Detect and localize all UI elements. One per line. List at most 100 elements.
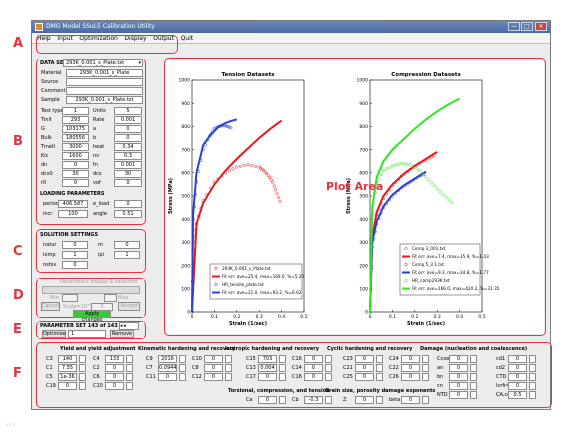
ds-value-field-2[interactable]: 5 bbox=[114, 107, 142, 115]
param-field[interactable]: 0 bbox=[204, 373, 223, 381]
param-field[interactable]: 0 bbox=[158, 373, 177, 381]
param-checkbox[interactable] bbox=[126, 373, 133, 381]
menu-quit[interactable]: Quit bbox=[180, 35, 194, 42]
ds-value-field[interactable]: 0 bbox=[62, 179, 89, 187]
ds-value-field[interactable]: 1600 bbox=[62, 152, 89, 160]
param-checkbox[interactable] bbox=[325, 373, 332, 381]
paramset-right-icon[interactable]: ▸ bbox=[124, 323, 127, 329]
apply-changes-button[interactable]: Apply changes bbox=[73, 310, 111, 323]
period-field[interactable]: 406.587 bbox=[58, 200, 88, 208]
param-checkbox[interactable] bbox=[126, 364, 133, 372]
param-checkbox[interactable] bbox=[422, 355, 429, 363]
param-field[interactable]: 0 bbox=[401, 364, 420, 372]
sample-field[interactable]: 293K_0.001_s_Plate.txt bbox=[66, 96, 143, 104]
param-field[interactable]: 0 bbox=[355, 396, 374, 404]
param-field[interactable]: 0 bbox=[304, 364, 323, 372]
ds-value-field-2[interactable]: 0.001 bbox=[114, 161, 142, 169]
param-field[interactable]: 0 bbox=[355, 364, 374, 372]
param-field[interactable]: 0 bbox=[355, 373, 374, 381]
menu-input[interactable]: Input bbox=[57, 35, 73, 42]
param-checkbox[interactable] bbox=[422, 364, 429, 372]
param-field[interactable]: 0 bbox=[449, 373, 468, 381]
natur-field[interactable]: 0 bbox=[62, 241, 88, 249]
param-field[interactable]: 0 bbox=[401, 396, 420, 404]
angle-field[interactable]: 0.51 bbox=[114, 210, 142, 218]
param-checkbox[interactable] bbox=[470, 355, 477, 363]
param-field[interactable]: 0 bbox=[401, 355, 420, 363]
param-checkbox[interactable] bbox=[79, 364, 86, 372]
param-field[interactable]: 0 bbox=[508, 382, 527, 390]
menu-display[interactable]: Display bbox=[124, 35, 147, 42]
param-field[interactable]: 0 bbox=[449, 382, 468, 390]
param-field[interactable]: 0.004 bbox=[258, 364, 277, 372]
close-button[interactable]: ✕ bbox=[535, 22, 547, 31]
param-field[interactable]: 0 bbox=[449, 391, 468, 399]
param-checkbox[interactable] bbox=[279, 373, 286, 381]
source-field[interactable] bbox=[66, 78, 143, 86]
param-field[interactable]: 7.55 bbox=[58, 364, 77, 372]
ds-value-field-2[interactable]: 0.3 bbox=[114, 152, 142, 160]
m-field[interactable]: 0 bbox=[114, 241, 140, 249]
menu-help[interactable]: Help bbox=[37, 35, 51, 42]
param-checkbox[interactable] bbox=[225, 364, 232, 372]
iomp-field[interactable]: 1 bbox=[62, 251, 88, 259]
param-field[interactable]: 2016 bbox=[158, 355, 177, 363]
ds-value-field[interactable]: 180556 bbox=[62, 134, 89, 142]
param-checkbox[interactable] bbox=[529, 364, 536, 372]
param-checkbox[interactable] bbox=[225, 373, 232, 381]
ds-value-field-2[interactable]: 0 bbox=[114, 125, 142, 133]
ds-value-field[interactable]: 3000 bbox=[62, 143, 89, 151]
ipi-field[interactable]: 1 bbox=[114, 251, 140, 259]
maximize-button[interactable]: □ bbox=[521, 22, 533, 31]
ds-value-field-2[interactable]: 0.001 bbox=[114, 116, 142, 124]
param-checkbox[interactable] bbox=[126, 355, 133, 363]
param-checkbox[interactable] bbox=[529, 382, 536, 390]
ds-value-field[interactable]: 293 bbox=[62, 116, 89, 124]
param-field[interactable]: 0 bbox=[204, 355, 223, 363]
minimize-button[interactable]: — bbox=[508, 22, 520, 31]
param-checkbox[interactable] bbox=[376, 364, 383, 372]
param-field[interactable]: 0 bbox=[304, 373, 323, 381]
menu-optimization[interactable]: Optimization bbox=[79, 35, 118, 42]
param-field[interactable]: 0.0944 bbox=[158, 364, 177, 372]
ds-value-field-2[interactable]: 30 bbox=[114, 170, 142, 178]
param-field[interactable]: 703 bbox=[258, 355, 277, 363]
eload-field[interactable]: 0 bbox=[114, 200, 142, 208]
param-field[interactable]: 0 bbox=[105, 364, 124, 372]
cancel-button[interactable]: Cancel bbox=[41, 302, 60, 311]
param-checkbox[interactable] bbox=[529, 391, 536, 399]
accept-button[interactable]: Accept bbox=[118, 302, 140, 311]
param-field[interactable]: 0.5 bbox=[508, 391, 527, 399]
comment-field[interactable] bbox=[66, 87, 143, 95]
param-checkbox[interactable] bbox=[279, 364, 286, 372]
param-checkbox[interactable] bbox=[325, 364, 332, 372]
param-checkbox[interactable] bbox=[179, 355, 186, 363]
paramset-spinner[interactable]: ◂ ▸ bbox=[119, 322, 139, 330]
param-field[interactable]: 0 bbox=[105, 373, 124, 381]
param-checkbox[interactable] bbox=[470, 391, 477, 399]
ds-value-field-2[interactable]: 0 bbox=[114, 179, 142, 187]
param-field[interactable]: 133 bbox=[105, 355, 124, 363]
param-field[interactable]: 0 bbox=[508, 355, 527, 363]
param-checkbox[interactable] bbox=[79, 355, 86, 363]
param-checkbox[interactable] bbox=[470, 382, 477, 390]
param-checkbox[interactable] bbox=[376, 396, 383, 404]
param-slider[interactable] bbox=[42, 286, 140, 294]
param-checkbox[interactable] bbox=[279, 355, 286, 363]
param-checkbox[interactable] bbox=[325, 396, 332, 404]
incr-field[interactable]: 100 bbox=[58, 210, 88, 218]
param-checkbox[interactable] bbox=[279, 396, 286, 404]
material-field[interactable]: 293K_0.001_s_Plate bbox=[66, 69, 143, 77]
nstsv-field[interactable]: 0 bbox=[62, 261, 88, 269]
param-field[interactable]: 0 bbox=[355, 355, 374, 363]
param-field[interactable]: 0 bbox=[401, 373, 420, 381]
param-field[interactable]: 0 bbox=[258, 373, 277, 381]
param-checkbox[interactable] bbox=[376, 355, 383, 363]
param-checkbox[interactable] bbox=[126, 382, 133, 390]
optimize-field[interactable]: 1 bbox=[68, 330, 106, 338]
ds-value-field[interactable]: 1 bbox=[62, 107, 89, 115]
ds-value-field-2[interactable]: 0 bbox=[114, 134, 142, 142]
param-field[interactable]: 0 bbox=[449, 364, 468, 372]
param-field[interactable]: 0 bbox=[508, 364, 527, 372]
param-field[interactable]: 1e-36 bbox=[58, 373, 77, 381]
